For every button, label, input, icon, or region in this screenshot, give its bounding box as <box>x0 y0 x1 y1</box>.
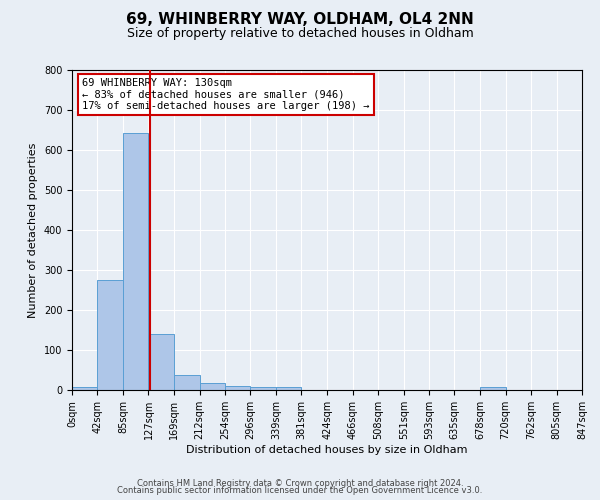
Bar <box>276 387 301 390</box>
Bar <box>225 386 250 390</box>
Text: Contains HM Land Registry data © Crown copyright and database right 2024.: Contains HM Land Registry data © Crown c… <box>137 478 463 488</box>
Text: 69 WHINBERRY WAY: 130sqm
← 83% of detached houses are smaller (946)
17% of semi-: 69 WHINBERRY WAY: 130sqm ← 83% of detach… <box>82 78 370 111</box>
Bar <box>123 133 148 390</box>
Y-axis label: Number of detached properties: Number of detached properties <box>28 142 38 318</box>
X-axis label: Distribution of detached houses by size in Oldham: Distribution of detached houses by size … <box>186 444 468 454</box>
Bar <box>97 280 123 390</box>
Text: Size of property relative to detached houses in Oldham: Size of property relative to detached ho… <box>127 28 473 40</box>
Text: 69, WHINBERRY WAY, OLDHAM, OL4 2NN: 69, WHINBERRY WAY, OLDHAM, OL4 2NN <box>126 12 474 28</box>
Bar <box>480 387 506 390</box>
Bar <box>200 383 225 390</box>
Bar <box>174 375 200 390</box>
Text: Contains public sector information licensed under the Open Government Licence v3: Contains public sector information licen… <box>118 486 482 495</box>
Bar <box>148 334 174 390</box>
Bar <box>250 387 276 390</box>
Bar <box>72 387 97 390</box>
